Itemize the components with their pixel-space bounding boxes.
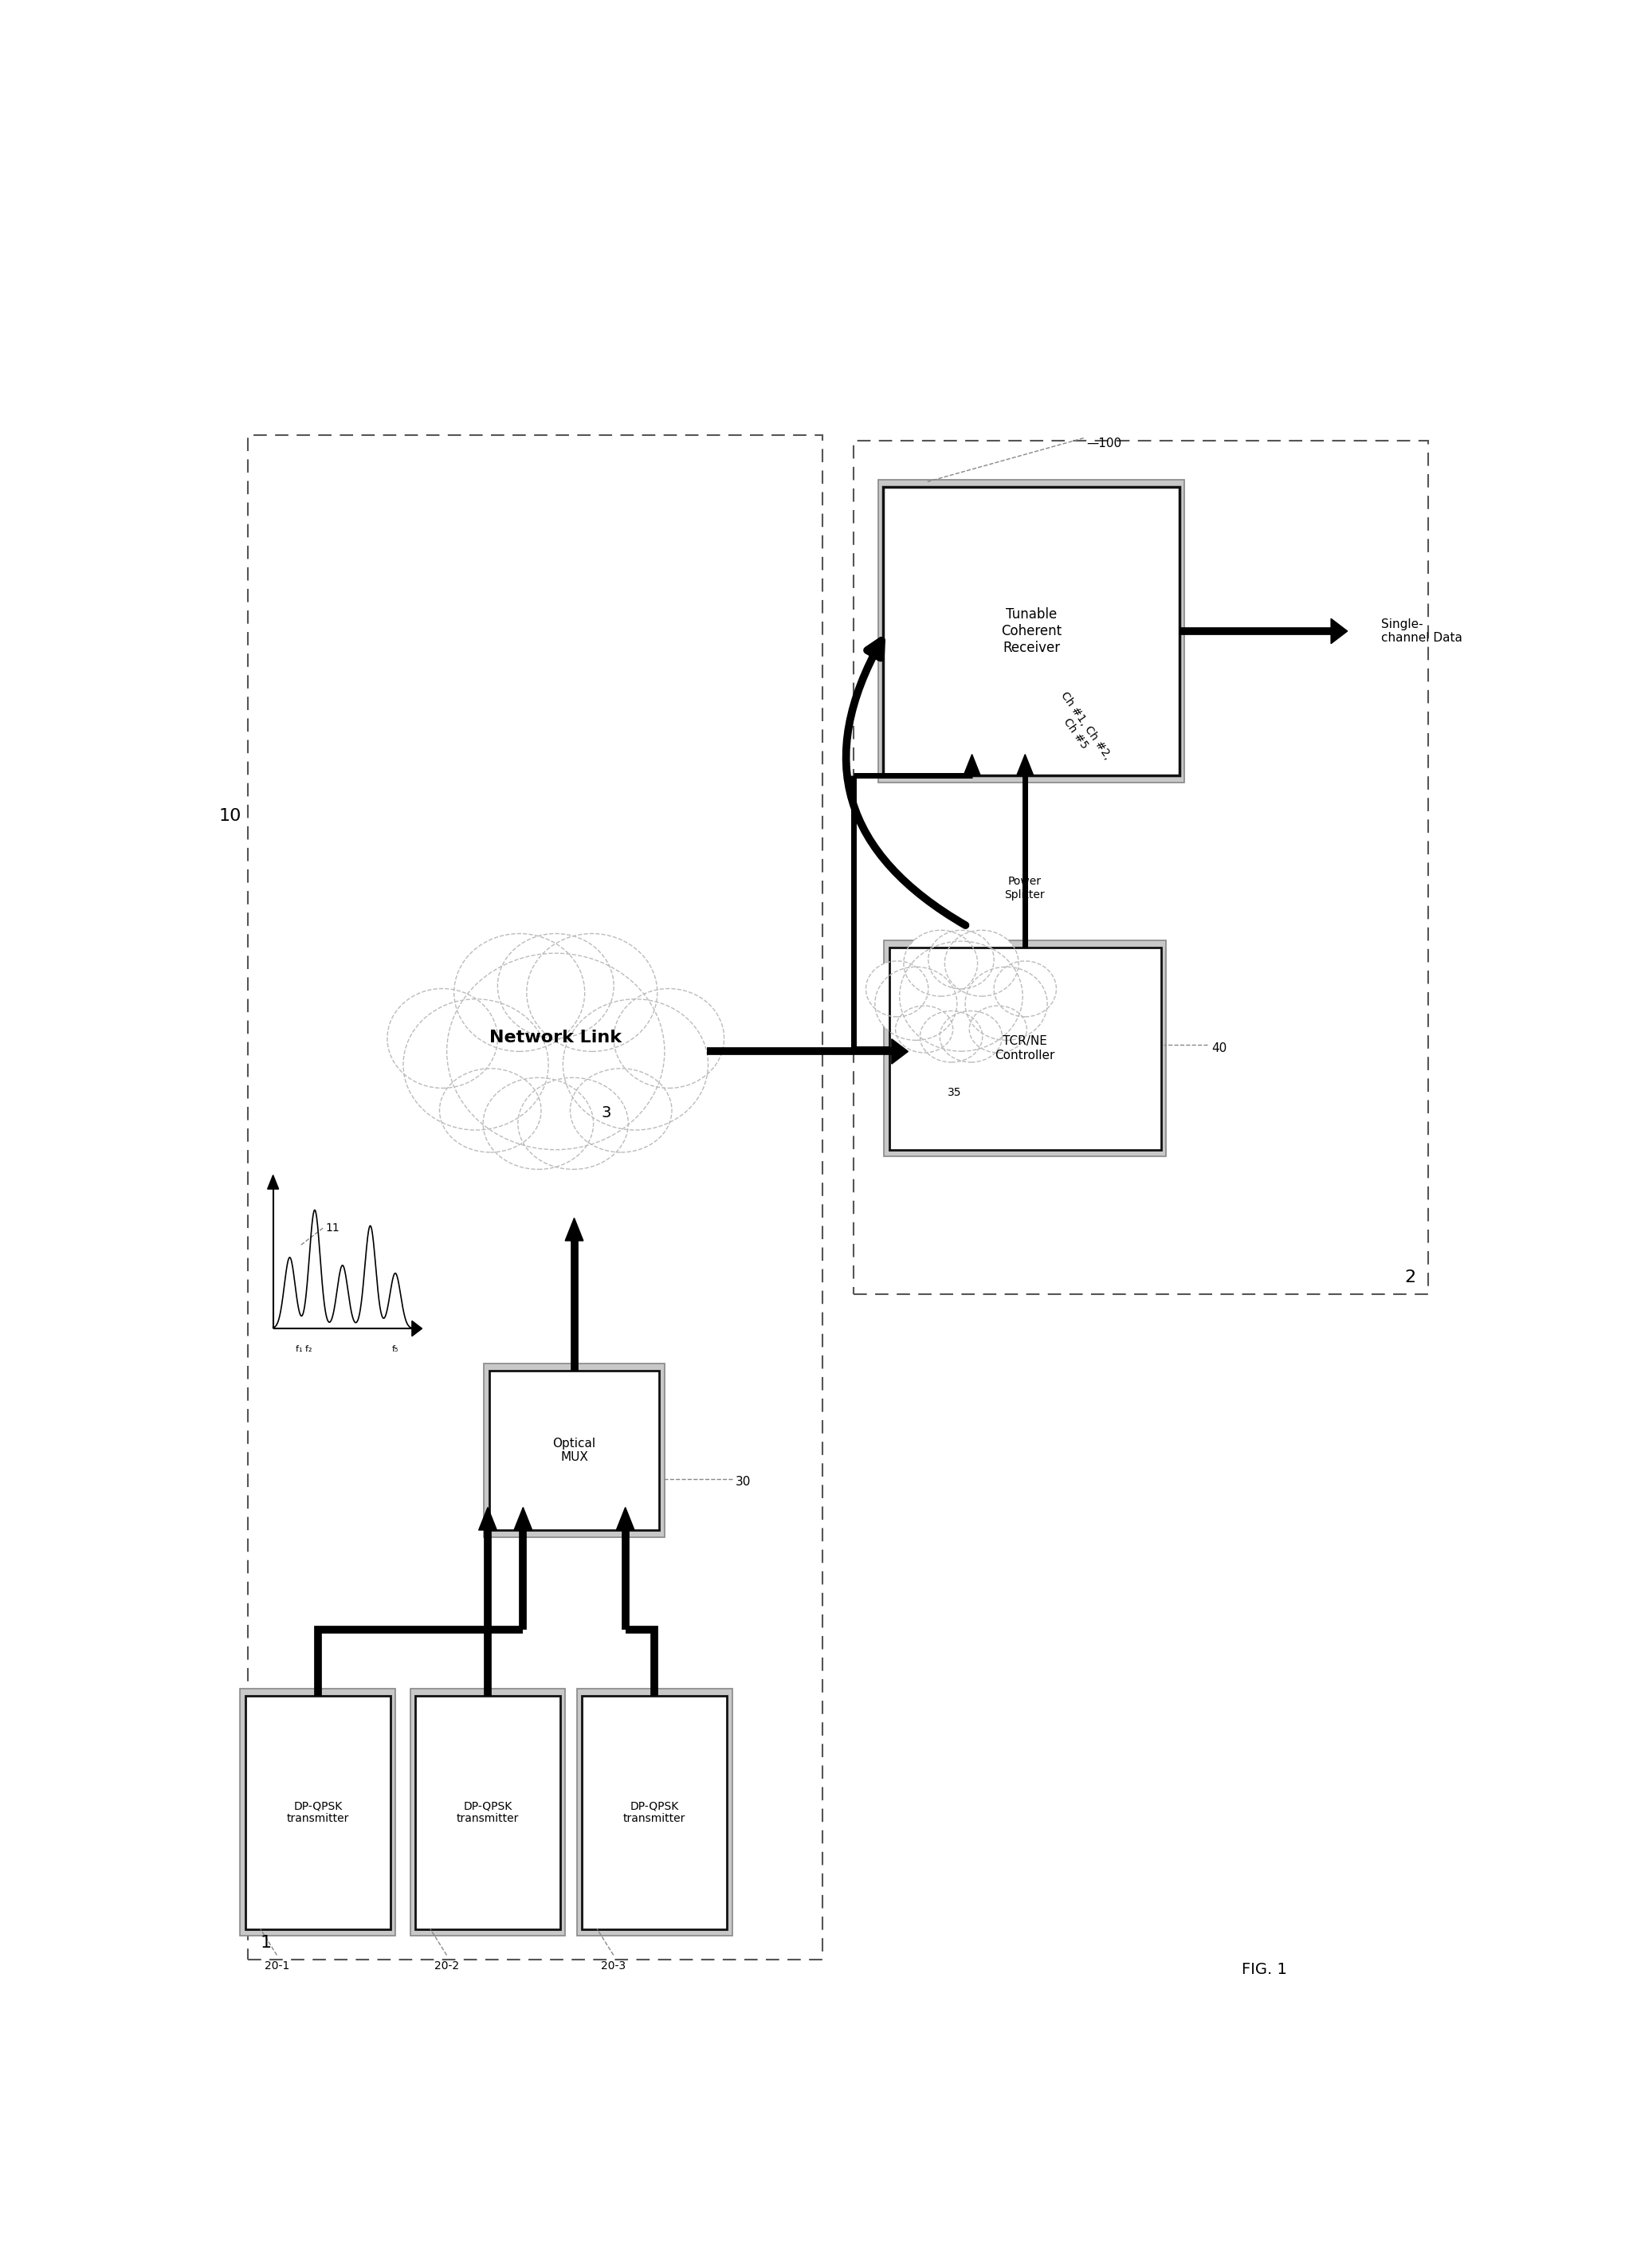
Ellipse shape — [404, 1000, 549, 1129]
Bar — [878, 481, 1184, 782]
Text: Ch #1, Ch #2,
Ch #5: Ch #1, Ch #2, Ch #5 — [1049, 689, 1114, 769]
Text: —100: —100 — [1087, 438, 1121, 449]
Bar — [246, 1696, 391, 1928]
Text: 3: 3 — [601, 1105, 611, 1120]
Ellipse shape — [570, 1068, 671, 1152]
Polygon shape — [565, 1218, 583, 1241]
Bar — [885, 941, 1166, 1157]
Bar — [582, 1696, 727, 1928]
Ellipse shape — [497, 934, 614, 1039]
Ellipse shape — [484, 1077, 593, 1170]
Ellipse shape — [994, 962, 1056, 1016]
Polygon shape — [964, 755, 981, 776]
Ellipse shape — [940, 1012, 1002, 1061]
Polygon shape — [616, 1508, 634, 1531]
Bar — [239, 1690, 396, 1937]
Ellipse shape — [440, 1068, 541, 1152]
Text: 20-3: 20-3 — [601, 1960, 626, 1971]
Text: 40: 40 — [1212, 1043, 1227, 1055]
Ellipse shape — [526, 934, 658, 1052]
Polygon shape — [1016, 755, 1033, 776]
Text: TCR/NE
Controller: TCR/NE Controller — [995, 1036, 1056, 1061]
Ellipse shape — [896, 1005, 953, 1052]
Bar — [883, 488, 1179, 776]
Polygon shape — [515, 1508, 533, 1531]
Text: f₅: f₅ — [393, 1345, 399, 1354]
Ellipse shape — [969, 1005, 1026, 1052]
Text: 1: 1 — [261, 1935, 272, 1950]
FancyArrowPatch shape — [845, 640, 966, 925]
Bar — [248, 435, 823, 1960]
Text: Tunable
Coherent
Receiver: Tunable Coherent Receiver — [1000, 608, 1062, 655]
Ellipse shape — [518, 1077, 629, 1170]
Text: 2: 2 — [1404, 1270, 1416, 1286]
Text: Power
Splitter: Power Splitter — [1003, 875, 1044, 900]
Bar — [577, 1690, 731, 1937]
Polygon shape — [267, 1175, 279, 1188]
Text: 20-1: 20-1 — [264, 1960, 288, 1971]
Ellipse shape — [446, 953, 665, 1150]
Ellipse shape — [564, 1000, 709, 1129]
Ellipse shape — [920, 1012, 982, 1061]
Text: 20-2: 20-2 — [433, 1960, 459, 1971]
Bar — [415, 1696, 560, 1928]
Ellipse shape — [388, 989, 497, 1089]
Ellipse shape — [875, 966, 956, 1041]
Bar — [484, 1363, 665, 1538]
Text: 10: 10 — [218, 807, 241, 823]
Text: Single-
channel Data: Single- channel Data — [1381, 619, 1463, 644]
Ellipse shape — [614, 989, 725, 1089]
Text: f₁ f₂: f₁ f₂ — [295, 1345, 311, 1354]
Text: 11: 11 — [326, 1222, 339, 1234]
Polygon shape — [1331, 619, 1347, 644]
Polygon shape — [891, 1039, 907, 1064]
Text: Network Link: Network Link — [490, 1030, 622, 1046]
Bar — [489, 1370, 660, 1531]
Ellipse shape — [899, 941, 1023, 1052]
Ellipse shape — [966, 966, 1047, 1041]
Ellipse shape — [929, 930, 994, 989]
Text: DP-QPSK
transmitter: DP-QPSK transmitter — [624, 1801, 686, 1823]
Ellipse shape — [867, 962, 929, 1016]
Ellipse shape — [945, 930, 1018, 996]
Bar — [411, 1690, 565, 1937]
Text: Optical
MUX: Optical MUX — [552, 1438, 596, 1463]
Bar — [854, 440, 1429, 1293]
Text: DP-QPSK
transmitter: DP-QPSK transmitter — [287, 1801, 349, 1823]
Polygon shape — [412, 1320, 422, 1336]
Ellipse shape — [904, 930, 977, 996]
Text: 30: 30 — [735, 1476, 751, 1488]
Text: FIG. 1: FIG. 1 — [1241, 1962, 1287, 1978]
Ellipse shape — [454, 934, 585, 1052]
Text: DP-QPSK
transmitter: DP-QPSK transmitter — [456, 1801, 520, 1823]
Bar — [889, 948, 1161, 1150]
Text: 35: 35 — [948, 1086, 961, 1098]
Polygon shape — [479, 1508, 497, 1531]
